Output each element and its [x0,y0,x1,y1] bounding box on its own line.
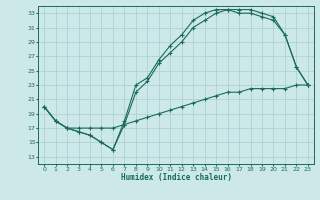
X-axis label: Humidex (Indice chaleur): Humidex (Indice chaleur) [121,173,231,182]
